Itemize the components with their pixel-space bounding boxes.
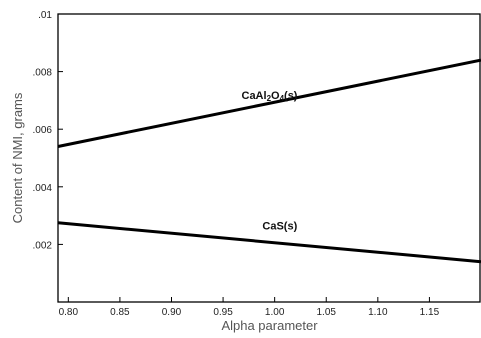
x-tick-label: 1.00 bbox=[265, 307, 285, 318]
x-tick-label: 0.80 bbox=[59, 307, 79, 318]
series-label-2: CaS(s) bbox=[262, 220, 297, 232]
y-axis: .002 .004 .006 .008 .01 bbox=[33, 10, 63, 251]
plot-border bbox=[57, 13, 481, 303]
x-tick-label: 1.05 bbox=[317, 307, 337, 318]
x-tick-label: 0.95 bbox=[213, 307, 233, 318]
x-axis: 0.80 0.85 0.90 0.95 1.00 1.05 1.10 1.15 bbox=[59, 297, 440, 318]
x-tick-label: 1.15 bbox=[420, 307, 440, 318]
y-tick-label: .008 bbox=[33, 68, 53, 79]
series-line-1 bbox=[57, 58, 481, 148]
x-tick-label: 0.90 bbox=[162, 307, 182, 318]
x-axis-title: Alpha parameter bbox=[221, 318, 318, 333]
plot-frame bbox=[57, 13, 481, 303]
y-tick-label: .006 bbox=[33, 125, 53, 136]
x-tick-label: 1.10 bbox=[368, 307, 388, 318]
y-tick-label: .01 bbox=[38, 10, 52, 21]
y-tick-label: .002 bbox=[33, 240, 53, 251]
series-label-1: CaAl2O4(s) bbox=[242, 90, 298, 103]
series-lines bbox=[57, 58, 481, 264]
y-axis-title: Content of NMI, grams bbox=[10, 92, 25, 223]
series-line-2 bbox=[57, 221, 481, 264]
x-tick-label: 0.85 bbox=[110, 307, 130, 318]
series-labels: CaAl2O4(s) CaS(s) bbox=[242, 90, 298, 232]
y-tick-label: .004 bbox=[33, 183, 53, 194]
